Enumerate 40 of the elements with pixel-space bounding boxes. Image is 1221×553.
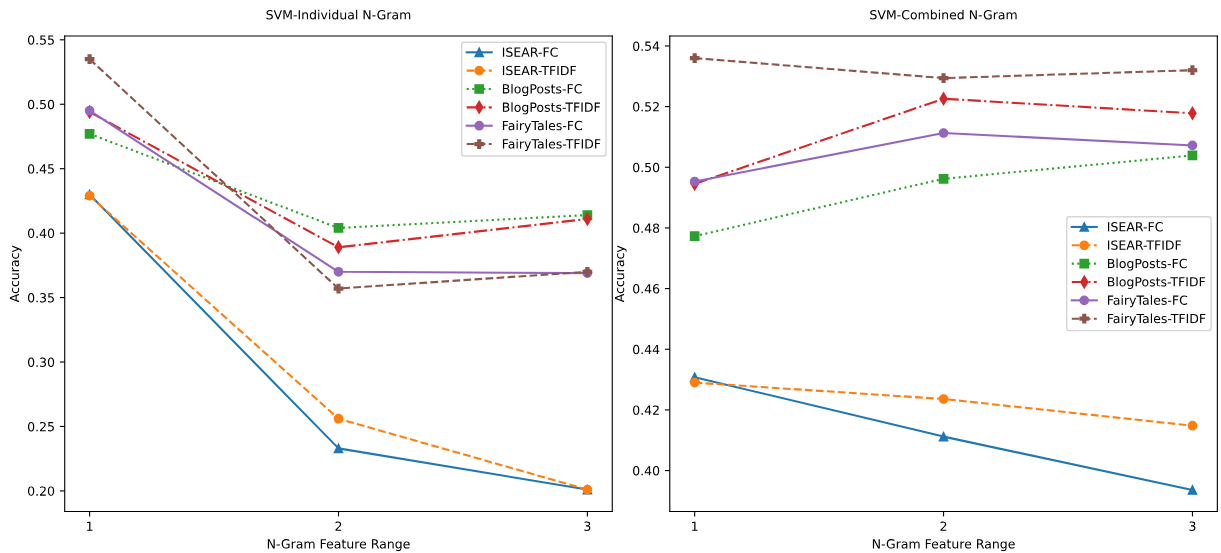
- y-tick-label: 0.55: [27, 35, 54, 45]
- legend-label: FairyTales-TFIDF: [1107, 313, 1206, 326]
- legend-label: FairyTales-FC: [502, 120, 583, 133]
- y-tick-label: 0.50: [633, 162, 660, 173]
- y-tick-label: 0.48: [633, 223, 660, 233]
- y-tick-label: 0.54: [633, 41, 660, 51]
- legend-label: BlogPosts-FC: [1107, 258, 1187, 271]
- x-axis-title: N-Gram Feature Range: [872, 539, 1015, 551]
- legend-label: ISEAR-FC: [1107, 222, 1163, 232]
- y-tick-label: 0.30: [27, 357, 55, 367]
- y-tick-label: 0.25: [27, 421, 54, 432]
- x-tick-label: 3: [1189, 521, 1196, 531]
- y-tick-label: 0.50: [27, 99, 55, 110]
- y-tick-label: 0.40: [27, 228, 55, 239]
- y-tick-label: 0.52: [633, 102, 659, 112]
- legend-label: FairyTales-FC: [1107, 295, 1188, 308]
- y-tick-label: 0.35: [27, 293, 54, 303]
- x-axis-title: N-Gram Feature Range: [267, 539, 410, 551]
- legend-label: BlogPosts-FC: [502, 83, 582, 96]
- y-tick-label: 0.46: [633, 284, 660, 294]
- x-tick-label: 3: [584, 521, 591, 531]
- y-axis-title: Accuracy: [614, 245, 627, 303]
- legend-label: ISEAR-TFIDF: [502, 65, 576, 76]
- legend-label: ISEAR-TFIDF: [1107, 240, 1181, 250]
- y-tick-label: 0.20: [27, 486, 55, 496]
- legend-label: ISEAR-FC: [502, 47, 558, 57]
- legend-label: BlogPosts-TFIDF: [502, 102, 600, 115]
- y-axis-title: Accuracy: [9, 245, 22, 303]
- y-tick-label: 0.44: [633, 344, 660, 355]
- legend-label: BlogPosts-TFIDF: [1107, 276, 1206, 289]
- legend-label: FairyTales-TFIDF: [502, 138, 601, 152]
- x-tick-label: 2: [940, 521, 947, 531]
- y-tick-label: 0.42: [633, 405, 659, 415]
- x-tick-label: 2: [335, 521, 342, 531]
- chart-title: SVM-Combined N-Gram: [870, 9, 1017, 20]
- x-tick-label: 1: [692, 521, 698, 531]
- y-tick-label: 0.40: [633, 466, 660, 476]
- chart-title: SVM-Individual N-Gram: [266, 9, 411, 20]
- x-tick-label: 1: [87, 521, 93, 531]
- y-tick-label: 0.45: [27, 164, 54, 174]
